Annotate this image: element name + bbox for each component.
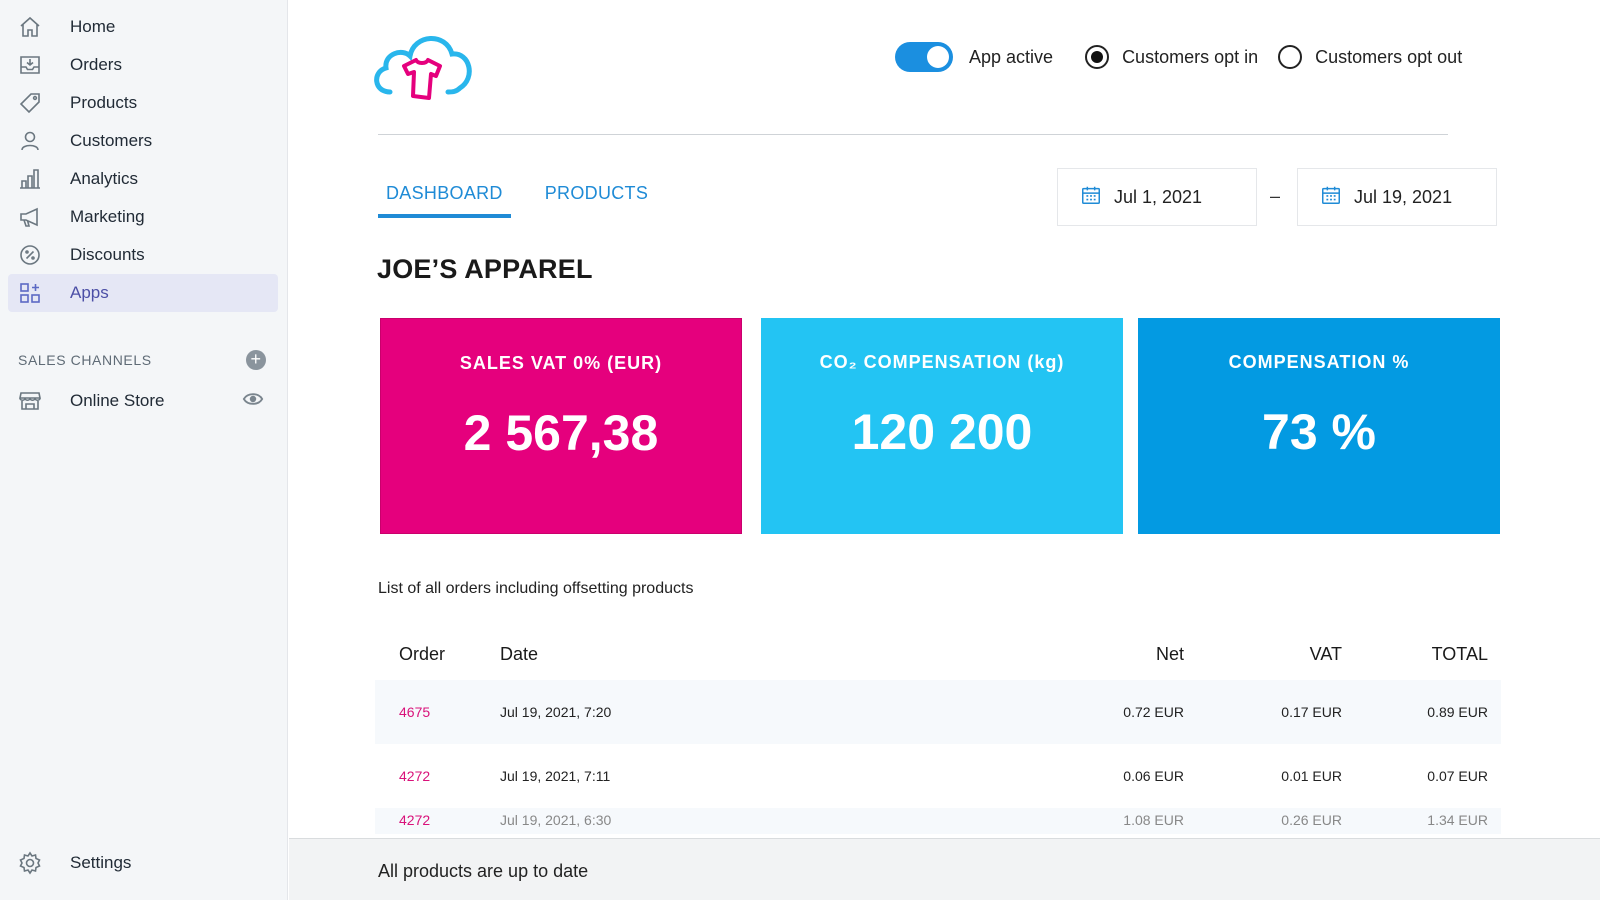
sidebar-item-products[interactable]: Products: [8, 84, 278, 122]
sidebar-item-online-store[interactable]: Online Store: [8, 382, 270, 420]
discount-icon: [18, 243, 42, 267]
tag-icon: [18, 91, 42, 115]
orders-caption: List of all orders including offsetting …: [378, 580, 694, 597]
order-net: 0.06 EUR: [1123, 768, 1184, 784]
compensation-percent-value: 73 %: [1262, 404, 1376, 460]
sales-vat-card: SALES VAT 0% (EUR) 2 567,38: [380, 318, 742, 534]
co2-compensation-label: CO₂ COMPENSATION (kg): [819, 352, 1065, 372]
compensation-percent-card: COMPENSATION % 73 %: [1138, 318, 1500, 534]
header-divider: [378, 134, 1448, 135]
sidebar-item-label: Online Store: [70, 391, 165, 410]
order-vat: 0.01 EUR: [1281, 768, 1342, 784]
header-vat: VAT: [1309, 643, 1342, 664]
opt-out-label: Customers opt out: [1315, 46, 1463, 67]
calendar-icon: [1080, 184, 1102, 211]
order-net: 0.72 EUR: [1123, 704, 1184, 720]
opt-in-label: Customers opt in: [1122, 46, 1259, 67]
sidebar-item-label: Products: [70, 93, 138, 112]
app-logo: [368, 26, 476, 110]
sales-vat-label: SALES VAT 0% (EUR): [459, 353, 663, 373]
sidebar: Home Orders Products Customers Analytics: [0, 0, 288, 900]
customers-opt-out-option[interactable]: Customers opt out: [1278, 45, 1462, 69]
app-active-toggle[interactable]: [895, 42, 953, 72]
sidebar-item-discounts[interactable]: Discounts: [8, 236, 278, 274]
sidebar-item-analytics[interactable]: Analytics: [8, 160, 278, 198]
table-header: Order Date Net VAT TOTAL: [375, 628, 1501, 680]
sidebar-item-orders[interactable]: Orders: [8, 46, 278, 84]
order-link[interactable]: 4272: [399, 812, 431, 828]
sidebar-item-label: Analytics: [70, 169, 139, 188]
sidebar-item-label: Home: [70, 17, 116, 36]
order-link[interactable]: 4675: [399, 704, 431, 720]
toast-message: All products are up to date: [378, 861, 589, 881]
sidebar-nav: Home Orders Products Customers Analytics: [8, 8, 278, 312]
sidebar-item-home[interactable]: Home: [8, 8, 278, 46]
order-total: 1.34 EUR: [1427, 812, 1488, 828]
person-icon: [18, 129, 42, 153]
sales-vat-value: 2 567,38: [463, 405, 659, 461]
sidebar-item-marketing[interactable]: Marketing: [8, 198, 278, 236]
store-icon: [18, 389, 42, 413]
sidebar-item-label: Settings: [70, 853, 132, 872]
order-vat: 0.26 EUR: [1281, 812, 1342, 828]
order-total: 0.89 EUR: [1427, 704, 1488, 720]
header-order: Order: [399, 643, 446, 664]
sidebar-item-label: Discounts: [70, 245, 145, 264]
inbox-icon: [18, 53, 42, 77]
gear-icon: [18, 851, 42, 875]
order-link[interactable]: 4272: [399, 768, 431, 784]
tab-products[interactable]: PRODUCTS: [544, 183, 649, 203]
sidebar-item-settings[interactable]: Settings: [8, 844, 270, 882]
customers-opt-in-option[interactable]: Customers opt in: [1085, 45, 1258, 69]
sales-channels-label: SALES CHANNELS: [18, 352, 152, 368]
date-to-picker[interactable]: Jul 19, 2021: [1297, 168, 1497, 226]
sidebar-item-label: Apps: [70, 283, 109, 302]
opt-in-radio[interactable]: [1085, 45, 1110, 69]
sales-channels-heading: SALES CHANNELS +: [18, 350, 266, 370]
date-range-separator: –: [1270, 186, 1281, 206]
header-total: TOTAL: [1431, 643, 1488, 664]
header-date: Date: [500, 643, 539, 664]
apps-icon: [18, 281, 42, 305]
page-title: JOE’S APPAREL: [377, 254, 593, 284]
co2-compensation-value: 120 200: [851, 404, 1033, 460]
compensation-percent-label: COMPENSATION %: [1228, 352, 1410, 372]
co2-compensation-card: CO₂ COMPENSATION (kg) 120 200: [761, 318, 1123, 534]
date-from-picker[interactable]: Jul 1, 2021: [1057, 168, 1257, 226]
sidebar-item-label: Marketing: [70, 207, 145, 226]
sidebar-item-customers[interactable]: Customers: [8, 122, 278, 160]
order-total: 0.07 EUR: [1427, 768, 1488, 784]
eye-icon[interactable]: [242, 388, 264, 415]
sidebar-item-label: Orders: [70, 55, 122, 74]
add-channel-icon[interactable]: +: [246, 350, 266, 370]
order-vat: 0.17 EUR: [1281, 704, 1342, 720]
orders-table: Order Date Net VAT TOTAL 4675 Jul 19, 20…: [375, 628, 1501, 834]
date-from-value: Jul 1, 2021: [1114, 186, 1203, 207]
status-toast: All products are up to date: [289, 838, 1600, 900]
home-icon: [18, 15, 42, 39]
date-to-value: Jul 19, 2021: [1354, 186, 1453, 207]
table-row[interactable]: 4272 Jul 19, 2021, 7:11 0.06 EUR 0.01 EU…: [375, 744, 1501, 808]
bar-chart-icon: [18, 167, 42, 191]
app-active-label: App active: [969, 46, 1054, 67]
megaphone-icon: [18, 205, 42, 229]
order-date: Jul 19, 2021, 6:30: [500, 812, 612, 828]
order-net: 1.08 EUR: [1123, 812, 1184, 828]
table-row[interactable]: 4272 Jul 19, 2021, 6:30 1.08 EUR 0.26 EU…: [375, 808, 1501, 834]
app-status-bar: App active Customers opt in Customers op…: [895, 42, 1462, 72]
order-date: Jul 19, 2021, 7:20: [500, 704, 612, 720]
opt-out-radio[interactable]: [1278, 45, 1303, 69]
sidebar-item-label: Customers: [70, 131, 153, 150]
table-row[interactable]: 4675 Jul 19, 2021, 7:20 0.72 EUR 0.17 EU…: [375, 680, 1501, 744]
main-tabs: DASHBOARD PRODUCTS: [378, 180, 682, 218]
tab-dashboard[interactable]: DASHBOARD: [378, 180, 511, 218]
calendar-icon: [1320, 184, 1342, 211]
sidebar-item-apps[interactable]: Apps: [8, 274, 278, 312]
header-net: Net: [1155, 643, 1184, 664]
order-date: Jul 19, 2021, 7:11: [500, 768, 611, 784]
